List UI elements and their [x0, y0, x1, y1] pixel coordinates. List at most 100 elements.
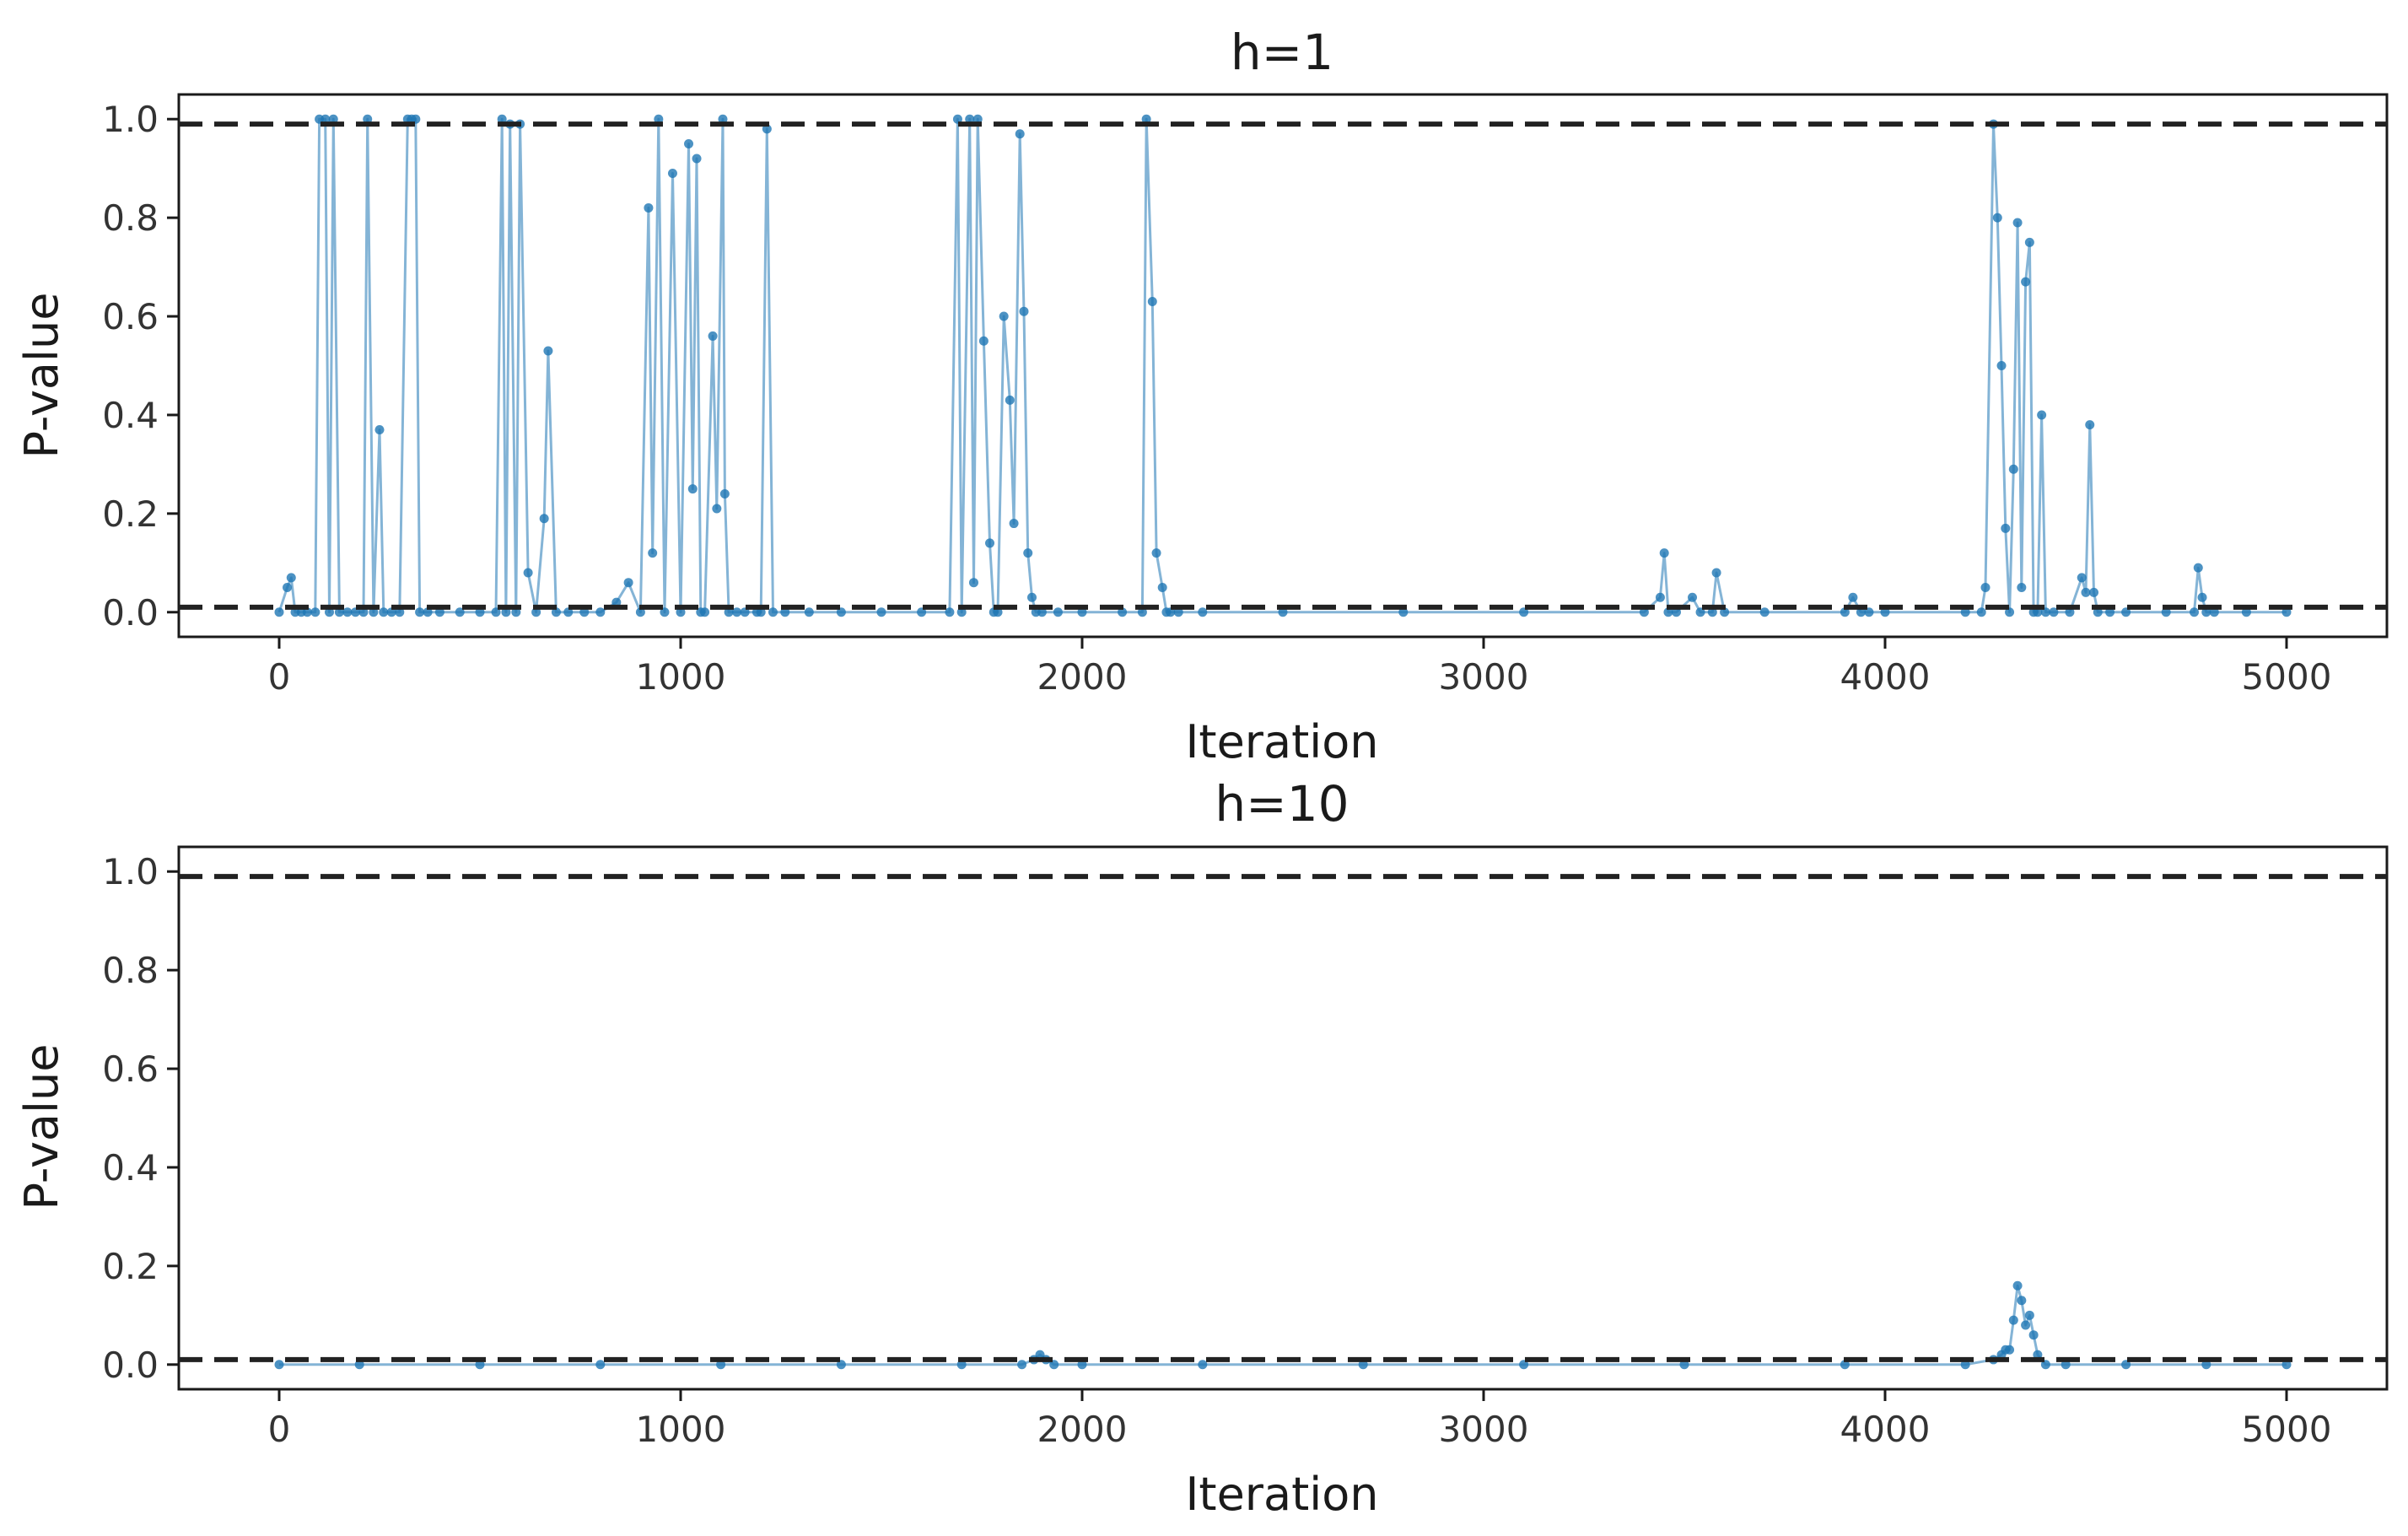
x-axis-label: Iteration [1185, 715, 1378, 768]
data-point [836, 1360, 846, 1370]
data-point [369, 607, 379, 617]
data-point [2161, 607, 2171, 617]
y-tick-label: 0.2 [102, 493, 159, 535]
x-axis-label: Iteration [1185, 1468, 1378, 1521]
data-point [2065, 607, 2075, 617]
data-point [676, 607, 686, 617]
data-point [1980, 583, 1991, 593]
data-point [2017, 583, 2027, 593]
data-point [321, 114, 331, 124]
data-point [1198, 607, 1208, 617]
data-point [1960, 1360, 1970, 1370]
panel-title: h=1 [1231, 24, 1333, 81]
data-point [1118, 607, 1128, 617]
data-point [1049, 1360, 1059, 1370]
data-point [719, 488, 730, 499]
data-point [1198, 1360, 1208, 1370]
data-point [491, 607, 501, 617]
data-point [286, 573, 296, 583]
data-point [539, 514, 549, 524]
data-point [595, 607, 606, 617]
data-point [1976, 607, 1986, 617]
data-point [1639, 607, 1649, 617]
data-point [1655, 592, 1665, 602]
data-point [762, 124, 772, 134]
y-tick-label: 0.2 [102, 1246, 159, 1287]
data-point [379, 607, 389, 617]
x-tick-label: 3000 [1439, 656, 1529, 698]
data-point [978, 336, 989, 346]
data-point [1720, 607, 1730, 617]
data-point [2037, 410, 2047, 420]
data-point [1147, 297, 1157, 307]
data-point [1695, 607, 1705, 617]
data-point [1077, 1360, 1087, 1370]
data-point [708, 331, 718, 341]
x-tick-label: 3000 [1439, 1409, 1529, 1450]
data-point [283, 583, 293, 593]
panel-h10: h=10 Iteration P-value 0 1000 2000 3000 4000… [15, 775, 2389, 1521]
data-point [2121, 1360, 2131, 1370]
data-point [1864, 607, 1874, 617]
y-tick-label: 0.4 [102, 1147, 159, 1188]
data-point [687, 484, 698, 494]
data-point [1151, 548, 1161, 558]
data-point [1759, 607, 1770, 617]
data-point [804, 607, 814, 617]
data-point [1688, 592, 1698, 602]
data-point [434, 607, 444, 617]
data-point [354, 1360, 364, 1370]
data-point [274, 1360, 284, 1370]
x-tick-label: 5000 [2242, 656, 2332, 698]
data-point [2024, 1310, 2034, 1320]
data-point [836, 607, 846, 617]
data-point [712, 504, 722, 514]
data-point [2008, 1315, 2018, 1325]
data-point [1840, 1360, 1850, 1370]
data-point [2241, 607, 2251, 617]
data-point [543, 346, 553, 356]
data-point [2281, 1360, 2292, 1370]
data-point [2201, 1360, 2211, 1370]
y-tick-label: 0.0 [102, 1345, 159, 1386]
data-point [328, 114, 338, 124]
y-axis-label: P-value [15, 293, 68, 459]
data-point [1519, 1360, 1529, 1370]
data-point [2033, 607, 2043, 617]
plot-frame [177, 93, 2389, 639]
x-tick-label: 1000 [636, 656, 726, 698]
x-tick-label: 4000 [1840, 656, 1931, 698]
data-point [2190, 607, 2200, 617]
data-point [1027, 592, 1037, 602]
data-point [700, 607, 710, 617]
data-point [1278, 607, 1288, 617]
data-point [2008, 464, 2018, 474]
data-point [1358, 1360, 1368, 1370]
data-point [654, 114, 664, 124]
x-tick-label: 0 [268, 656, 291, 698]
x-tick-label: 5000 [2242, 1409, 2332, 1450]
data-point [2028, 1330, 2039, 1340]
data-point [358, 607, 369, 617]
y-tick-label: 0.8 [102, 950, 159, 991]
data-point [2012, 218, 2023, 228]
data-point [660, 607, 670, 617]
data-point [623, 578, 633, 588]
data-point [684, 138, 694, 148]
data-point [2281, 607, 2292, 617]
data-point [1015, 129, 1025, 139]
data-point [2197, 592, 2207, 602]
data-point [756, 607, 766, 617]
data-point [1023, 548, 1033, 558]
data-point [1679, 1360, 1689, 1370]
data-point [2012, 1280, 2023, 1291]
data-point [511, 607, 521, 617]
data-point [2193, 563, 2203, 573]
y-tick-label: 0.8 [102, 197, 159, 239]
data-point [1992, 213, 2002, 223]
data-point [1019, 306, 1029, 316]
data-point [1659, 548, 1669, 558]
data-point [386, 607, 396, 617]
data-point [2121, 607, 2131, 617]
data-point [2005, 607, 2015, 617]
